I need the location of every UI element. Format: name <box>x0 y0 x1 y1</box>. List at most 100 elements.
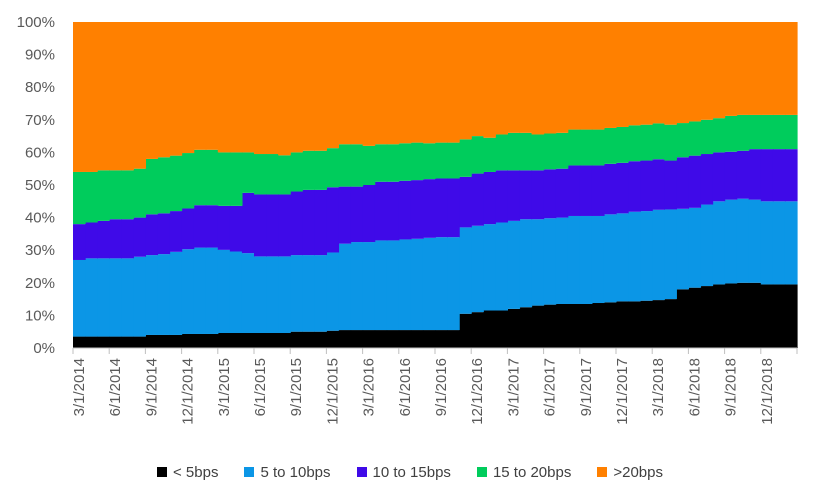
chart-series-areas <box>73 22 798 348</box>
area-segment <box>591 215 605 304</box>
area-segment <box>85 222 98 259</box>
area-segment <box>133 22 146 169</box>
area-segment <box>603 22 617 128</box>
area-segment <box>254 154 267 195</box>
area-segment <box>254 194 267 257</box>
legend-item: >20bps <box>597 464 663 481</box>
area-segment <box>591 129 605 166</box>
area-segment <box>495 134 508 171</box>
area-segment <box>495 310 508 348</box>
area-segment <box>217 333 231 348</box>
x-tick-label: 12/1/2014 <box>180 358 197 425</box>
area-segment <box>121 336 134 348</box>
area-segment <box>579 22 593 130</box>
area-segment <box>314 331 327 348</box>
legend-label: 10 to 15bps <box>372 463 451 481</box>
area-segment <box>362 242 376 331</box>
area-segment <box>73 171 86 225</box>
area-segment <box>652 159 665 210</box>
area-segment <box>266 333 279 348</box>
area-segment <box>471 136 484 174</box>
area-segment <box>591 22 605 130</box>
area-segment <box>290 152 303 192</box>
area-segment <box>157 22 171 158</box>
area-segment <box>712 201 726 285</box>
area-segment <box>314 255 327 332</box>
area-segment <box>459 227 472 314</box>
area-segment <box>724 115 738 152</box>
area-segment <box>652 209 665 301</box>
x-tick-label: 9/1/2017 <box>578 358 595 416</box>
area-segment <box>712 284 726 348</box>
area-segment <box>410 180 424 239</box>
area-segment <box>85 336 98 348</box>
area-segment <box>205 333 219 348</box>
area-segment <box>145 214 159 256</box>
area-segment <box>169 22 183 156</box>
area-segment <box>97 170 110 221</box>
area-segment <box>109 170 122 220</box>
area-segment <box>386 22 400 145</box>
area-segment <box>616 301 629 348</box>
area-segment <box>326 148 340 188</box>
area-segment <box>278 194 291 257</box>
series-0 <box>73 282 798 348</box>
area-segment <box>374 22 388 145</box>
area-segment <box>133 336 146 348</box>
area-segment <box>205 22 219 150</box>
area-segment <box>688 121 702 156</box>
area-segment <box>302 150 315 190</box>
series-4 <box>73 22 798 172</box>
area-segment <box>507 132 521 171</box>
area-segment <box>398 239 412 331</box>
area-segment <box>748 149 762 200</box>
area-segment <box>471 225 484 313</box>
area-segment <box>772 22 786 115</box>
area-segment <box>628 22 641 126</box>
area-segment <box>543 304 557 348</box>
area-segment <box>302 22 315 151</box>
x-tick-label: 12/1/2016 <box>469 358 486 425</box>
area-segment <box>241 22 255 153</box>
area-segment <box>784 114 798 150</box>
area-segment <box>217 22 231 153</box>
area-segment <box>398 22 412 144</box>
area-segment <box>266 22 279 155</box>
area-segment <box>386 144 400 182</box>
area-segment <box>362 22 376 146</box>
area-segment <box>241 333 255 348</box>
area-segment <box>145 255 159 335</box>
area-segment <box>181 153 195 209</box>
area-segment <box>73 224 86 260</box>
area-segment <box>73 259 86 337</box>
area-segment <box>326 330 340 348</box>
area-segment <box>736 198 750 283</box>
area-segment <box>290 191 303 256</box>
area-segment <box>640 300 653 348</box>
area-segment <box>616 213 629 302</box>
area-segment <box>664 124 677 161</box>
area-segment <box>676 123 689 158</box>
area-segment <box>531 170 545 220</box>
area-segment <box>603 214 617 303</box>
area-segment <box>254 333 267 348</box>
y-tick-label: 60% <box>25 144 55 161</box>
area-segment <box>302 255 315 332</box>
area-segment <box>338 330 352 348</box>
area-segment <box>229 205 243 252</box>
area-segment <box>784 22 798 115</box>
area-segment <box>435 142 448 179</box>
area-segment <box>555 132 569 169</box>
area-segment <box>410 22 424 143</box>
y-tick-label: 80% <box>25 79 55 96</box>
area-segment <box>362 185 376 243</box>
area-segment <box>145 22 159 159</box>
area-segment <box>326 252 340 331</box>
area-segment <box>266 154 279 195</box>
area-segment <box>97 336 110 348</box>
area-segment <box>616 126 629 163</box>
area-segment <box>760 114 774 150</box>
area-segment <box>410 330 424 348</box>
area-segment <box>700 204 714 287</box>
area-segment <box>603 163 617 215</box>
